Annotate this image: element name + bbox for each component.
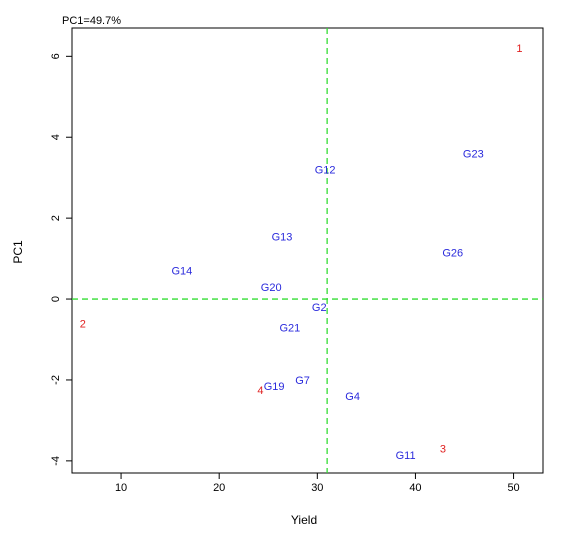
genotype-label: G20 (261, 282, 282, 294)
x-axis-label: Yield (291, 513, 317, 527)
genotype-label: G26 (442, 248, 463, 260)
y-axis-label: PC1 (11, 240, 25, 264)
x-axis: 10 20 30 40 50 (115, 473, 520, 494)
genotype-label: G14 (172, 266, 193, 278)
reference-lines (72, 28, 543, 473)
y-tick-label: 2 (50, 215, 62, 221)
environment-label: 1 (516, 43, 522, 55)
environment-label: 3 (440, 444, 446, 456)
x-tick-label: 10 (115, 482, 127, 494)
environment-label: 2 (80, 318, 86, 330)
genotype-label: G23 (463, 148, 484, 160)
y-tick-label: -4 (50, 456, 62, 466)
genotype-label: G12 (315, 165, 336, 177)
x-tick-label: 50 (507, 482, 519, 494)
x-tick-label: 30 (311, 482, 323, 494)
x-tick-label: 40 (409, 482, 421, 494)
genotype-label: G21 (279, 322, 300, 334)
genotype-label: G7 (295, 375, 310, 387)
y-tick-label: 6 (50, 53, 62, 59)
genotype-label: G4 (345, 391, 360, 403)
x-tick-label: 20 (213, 482, 225, 494)
chart-title: PC1=49.7% (62, 15, 122, 27)
genotype-label: G19 (264, 381, 285, 393)
genotype-label: G11 (396, 450, 416, 462)
plot-frame (71, 27, 544, 474)
genotype-label: G2 (312, 302, 327, 314)
environment-label: 4 (257, 385, 263, 397)
genotype-label: G13 (272, 231, 293, 243)
y-tick-label: -2 (50, 375, 62, 385)
y-tick-label: 4 (50, 134, 62, 140)
data-labels: G12 G23 G13 G26 G14 G20 G2 G21 G7 G19 G4 G11 1 2 3 4 (80, 43, 523, 462)
y-axis: -4 -2 0 2 4 6 (50, 53, 72, 466)
y-tick-label: 0 (50, 296, 62, 302)
